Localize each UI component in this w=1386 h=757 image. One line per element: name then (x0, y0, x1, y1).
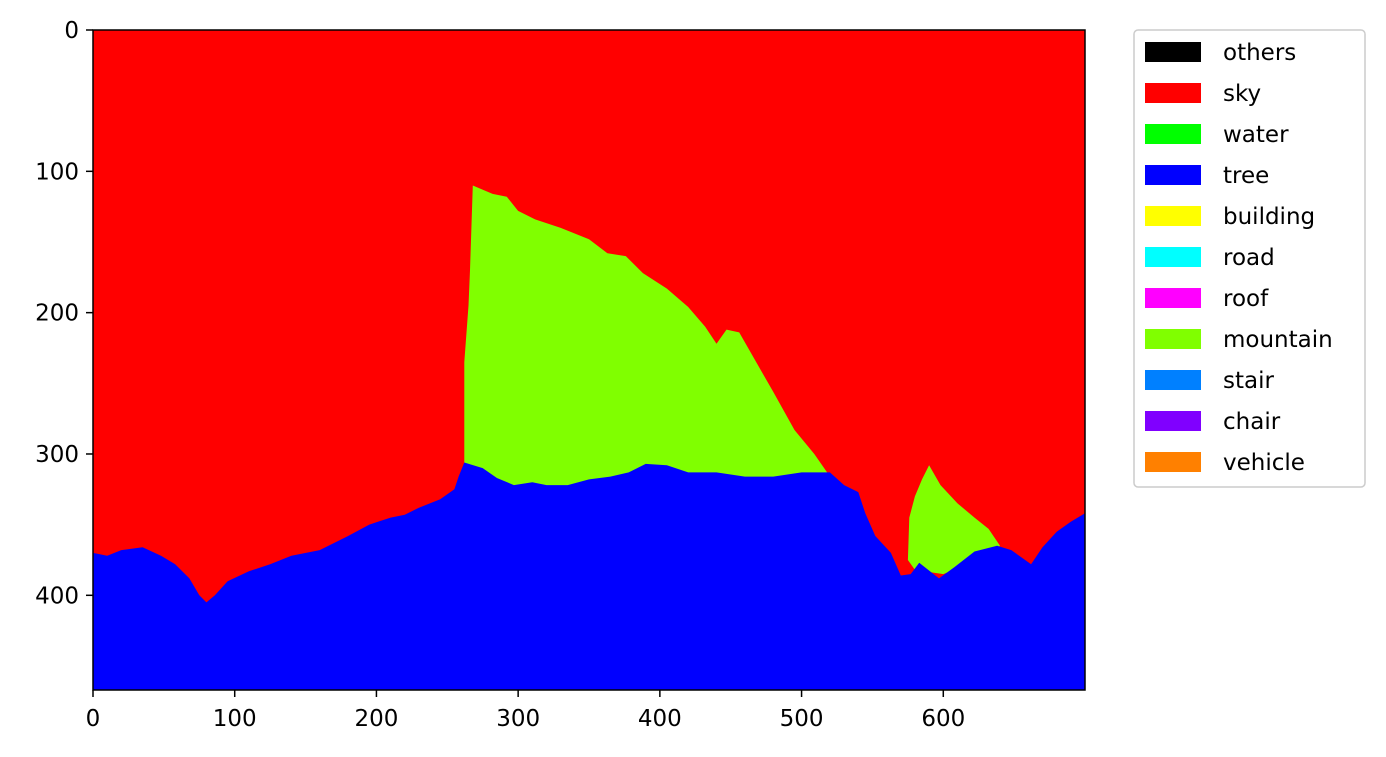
legend-swatch-water (1145, 124, 1201, 144)
legend-swatch-stair (1145, 370, 1201, 390)
legend-label-roof: roof (1223, 286, 1269, 312)
plot-frame (92, 29, 1086, 691)
legend-swatch-chair (1145, 411, 1201, 431)
legend-swatch-road (1145, 247, 1201, 267)
legend-label-mountain: mountain (1223, 327, 1333, 353)
legend-swatch-building (1145, 206, 1201, 226)
legend-label-others: others (1223, 40, 1296, 66)
x-tick-label: 400 (638, 706, 682, 732)
y-tick-label: 0 (64, 18, 79, 44)
region-mountain-1 (464, 185, 830, 497)
region-mountain-2 (907, 465, 1000, 575)
legend-swatch-others (1145, 42, 1201, 62)
y-tick-label: 400 (35, 583, 79, 609)
x-axis: 0 100 200 300 400 500 600 (86, 690, 965, 732)
x-tick-label: 500 (780, 706, 824, 732)
legend-label-building: building (1223, 204, 1315, 230)
legend-label-chair: chair (1223, 409, 1281, 435)
y-tick-label: 100 (35, 159, 79, 185)
x-tick-label: 300 (496, 706, 540, 732)
legend-label-stair: stair (1223, 368, 1274, 394)
legend-swatch-tree (1145, 165, 1201, 185)
legend-label-tree: tree (1223, 163, 1269, 189)
legend-label-water: water (1223, 122, 1289, 148)
x-tick-label: 0 (86, 706, 101, 732)
legend-swatch-vehicle (1145, 452, 1201, 472)
y-axis: 0 100 200 300 400 (35, 18, 93, 609)
x-tick-label: 600 (921, 706, 965, 732)
legend-label-vehicle: vehicle (1223, 450, 1305, 476)
y-tick-label: 300 (35, 442, 79, 468)
legend-label-road: road (1223, 245, 1275, 271)
x-tick-label: 200 (354, 706, 398, 732)
legend-swatch-roof (1145, 288, 1201, 308)
legend-swatch-mountain (1145, 329, 1201, 349)
plot-regions (93, 30, 1085, 690)
y-tick-label: 200 (35, 301, 79, 327)
legend-label-sky: sky (1223, 81, 1261, 107)
region-tree-3 (93, 462, 1085, 690)
legend-swatch-sky (1145, 83, 1201, 103)
x-tick-label: 100 (213, 706, 257, 732)
legend: others sky water tree building road roof mounta… (1133, 29, 1366, 488)
